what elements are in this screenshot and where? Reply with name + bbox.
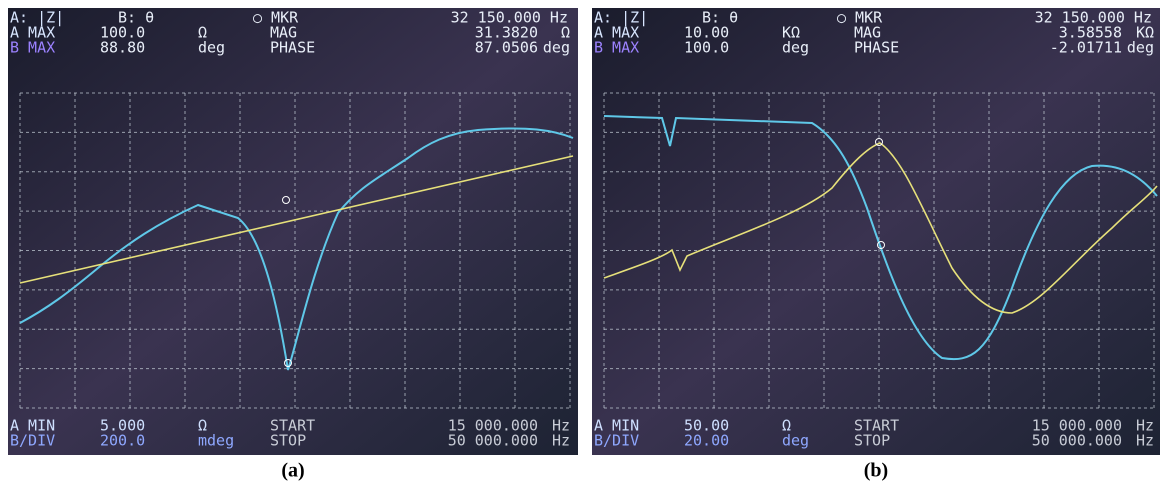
footer-text: A MIN	[10, 417, 55, 435]
footer-text: Ω	[782, 417, 791, 435]
header-text: B: θ	[702, 9, 738, 27]
footer-text: START	[270, 417, 315, 435]
figure: Hz50 000.000STOPmdeg200.0B/DIVHz15 000.0…	[0, 0, 1164, 491]
header-text: 32 150.000 Hz	[1035, 9, 1152, 27]
footer-text: 50.00	[684, 417, 729, 435]
caption: (b)	[864, 460, 888, 482]
header-text: B: θ	[118, 9, 154, 27]
header-text: ○ MKR	[837, 9, 883, 27]
footer-text: 15 000.000	[1032, 417, 1122, 435]
header-text: ○ MKR	[253, 9, 299, 27]
header-text: A: |Z|	[594, 9, 648, 27]
footer-text: START	[854, 417, 899, 435]
header-text: Ω	[198, 24, 207, 42]
footer-text: Hz	[1136, 417, 1154, 435]
header-text: KΩ	[782, 24, 800, 42]
footer-text: Ω	[198, 417, 207, 435]
footer-text: Hz	[552, 417, 570, 435]
footer-text: 5.000	[100, 417, 145, 435]
footer-text: 15 000.000	[448, 417, 538, 435]
header-text: A: |Z|	[10, 9, 64, 27]
caption: (a)	[281, 460, 304, 482]
screen	[8, 8, 578, 455]
footer-text: A MIN	[594, 417, 639, 435]
header-text: 32 150.000 Hz	[451, 9, 568, 27]
